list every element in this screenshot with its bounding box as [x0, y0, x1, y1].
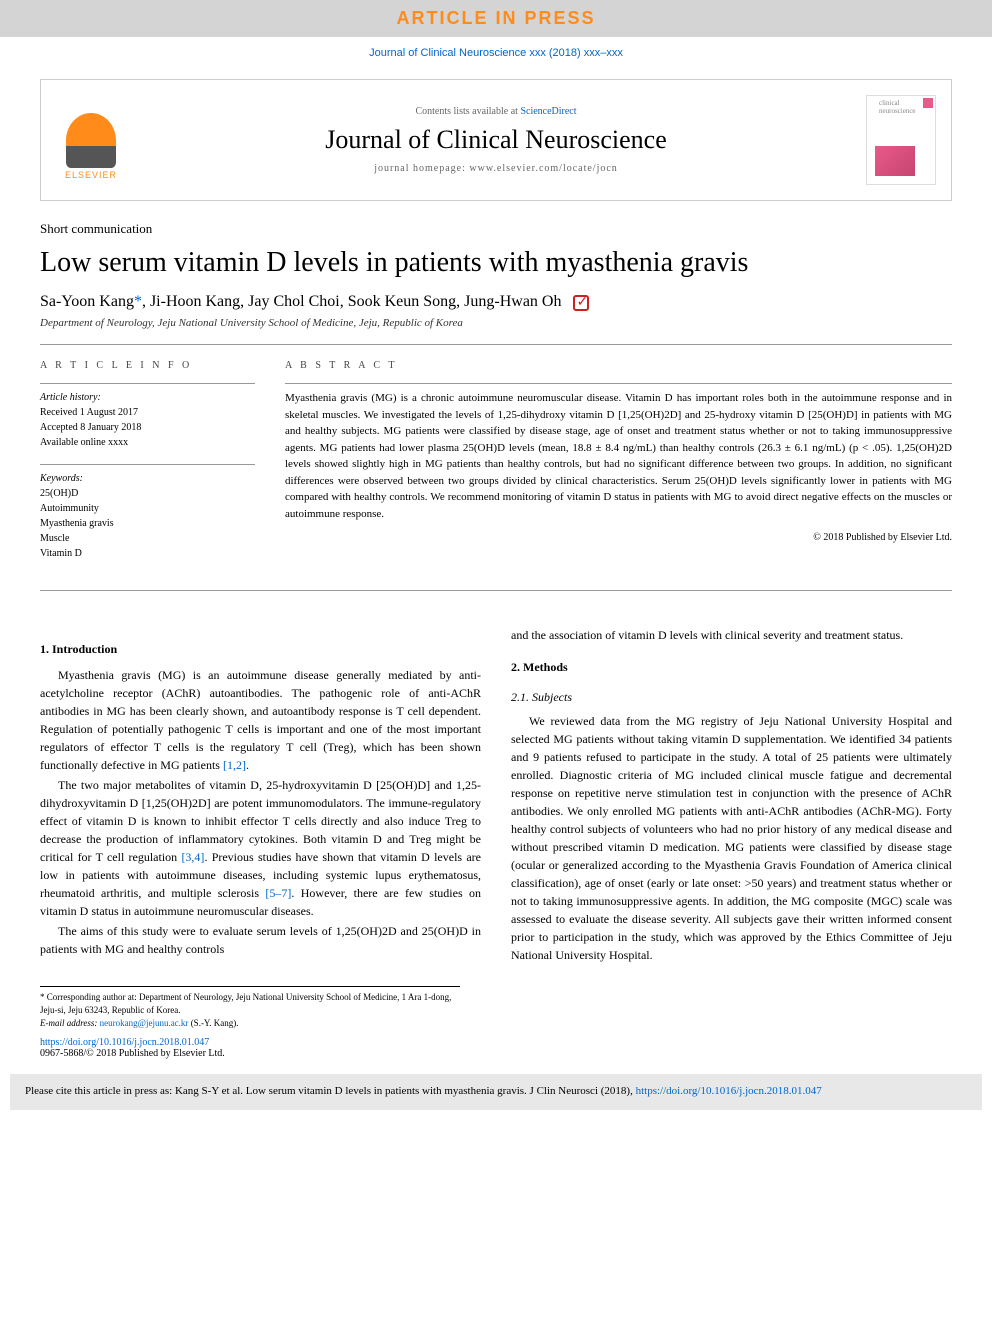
citation-link[interactable]: [3,4]	[181, 850, 204, 864]
contents-line: Contents lists available at ScienceDirec…	[146, 106, 846, 117]
citation-link[interactable]: [1,2]	[223, 758, 246, 772]
journal-masthead: ELSEVIER Contents lists available at Sci…	[40, 79, 952, 201]
issn-copyright: 0967-5868/© 2018 Published by Elsevier L…	[40, 1048, 952, 1059]
subsection-heading-subjects: 2.1. Subjects	[511, 688, 952, 706]
keyword: 25(OH)D	[40, 486, 255, 501]
intro-para-3: The aims of this study were to evaluate …	[40, 922, 481, 958]
keyword: Autoimmunity	[40, 501, 255, 516]
intro-para-2: The two major metabolites of vitamin D, …	[40, 776, 481, 920]
elsevier-logo: ELSEVIER	[56, 100, 126, 180]
para-text: Myasthenia gravis (MG) is an autoimmune …	[40, 668, 481, 772]
abstract-text: Myasthenia gravis (MG) is a chronic auto…	[285, 383, 952, 522]
keyword: Vitamin D	[40, 546, 255, 561]
keyword: Muscle	[40, 531, 255, 546]
keywords-label: Keywords:	[40, 471, 255, 486]
history-label: Article history:	[40, 390, 255, 405]
keywords-block: Keywords: 25(OH)D Autoimmunity Myastheni…	[40, 464, 255, 561]
available-date: Available online xxxx	[40, 435, 255, 450]
cite-doi-link[interactable]: https://doi.org/10.1016/j.jocn.2018.01.0…	[636, 1085, 822, 1097]
citation-link[interactable]: [5–7]	[265, 886, 291, 900]
journal-title: Journal of Clinical Neuroscience	[146, 125, 846, 155]
section-heading-methods: 2. Methods	[511, 658, 952, 676]
first-author: Sa-Yoon Kang	[40, 293, 134, 310]
cite-prefix: Please cite this article in press as: Ka…	[25, 1085, 636, 1097]
keyword: Myasthenia gravis	[40, 516, 255, 531]
bridge-text: and the association of vitamin D levels …	[511, 626, 952, 644]
body-columns: 1. Introduction Myasthenia gravis (MG) i…	[40, 626, 952, 966]
section-heading-intro: 1. Introduction	[40, 640, 481, 658]
journal-homepage: journal homepage: www.elsevier.com/locat…	[146, 163, 846, 174]
article-type: Short communication	[40, 221, 952, 237]
email-suffix: (S.-Y. Kang).	[188, 1018, 238, 1028]
corresponding-mark: *	[134, 293, 142, 310]
journal-cover-thumbnail: clinical neuroscience	[866, 95, 936, 185]
crossmark-icon[interactable]	[573, 295, 589, 311]
article-info-heading: A R T I C L E I N F O	[40, 360, 255, 371]
article-in-press-banner: ARTICLE IN PRESS	[0, 0, 992, 37]
abstract-column: A B S T R A C T Myasthenia gravis (MG) i…	[285, 360, 952, 575]
email-link[interactable]: neurokang@jejunu.ac.kr	[100, 1018, 189, 1028]
left-column: 1. Introduction Myasthenia gravis (MG) i…	[40, 626, 481, 966]
intro-para-1: Myasthenia gravis (MG) is an autoimmune …	[40, 666, 481, 774]
subjects-para: We reviewed data from the MG registry of…	[511, 712, 952, 964]
doi-block: https://doi.org/10.1016/j.jocn.2018.01.0…	[40, 1037, 952, 1059]
sciencedirect-link[interactable]: ScienceDirect	[520, 106, 576, 117]
masthead-center: Contents lists available at ScienceDirec…	[146, 106, 846, 174]
abstract-copyright: © 2018 Published by Elsevier Ltd.	[285, 532, 952, 543]
article-title: Low serum vitamin D levels in patients w…	[40, 245, 952, 281]
article-header: Short communication Low serum vitamin D …	[40, 221, 952, 329]
elsevier-tree-icon	[66, 113, 116, 168]
citation-box: Please cite this article in press as: Ka…	[10, 1074, 982, 1109]
abstract-heading: A B S T R A C T	[285, 360, 952, 371]
other-authors: , Ji-Hoon Kang, Jay Chol Choi, Sook Keun…	[142, 293, 562, 310]
email-footnote: E-mail address: neurokang@jejunu.ac.kr (…	[40, 1017, 460, 1030]
right-column: and the association of vitamin D levels …	[511, 626, 952, 966]
doi-link[interactable]: https://doi.org/10.1016/j.jocn.2018.01.0…	[40, 1037, 209, 1048]
cover-label: clinical neuroscience	[879, 99, 935, 115]
footnote-block: * Corresponding author at: Department of…	[40, 986, 460, 1029]
elsevier-label: ELSEVIER	[65, 170, 117, 180]
accepted-date: Accepted 8 January 2018	[40, 420, 255, 435]
history-block: Article history: Received 1 August 2017 …	[40, 383, 255, 450]
email-label: E-mail address:	[40, 1018, 100, 1028]
divider	[40, 590, 952, 591]
contents-prefix: Contents lists available at	[415, 106, 520, 117]
author-list: Sa-Yoon Kang*, Ji-Hoon Kang, Jay Chol Ch…	[40, 293, 952, 311]
info-abstract-row: A R T I C L E I N F O Article history: R…	[40, 345, 952, 575]
corresponding-footnote: * Corresponding author at: Department of…	[40, 991, 460, 1016]
journal-reference: Journal of Clinical Neuroscience xxx (20…	[0, 37, 992, 69]
received-date: Received 1 August 2017	[40, 405, 255, 420]
affiliation: Department of Neurology, Jeju National U…	[40, 317, 952, 329]
article-info-column: A R T I C L E I N F O Article history: R…	[40, 360, 255, 575]
